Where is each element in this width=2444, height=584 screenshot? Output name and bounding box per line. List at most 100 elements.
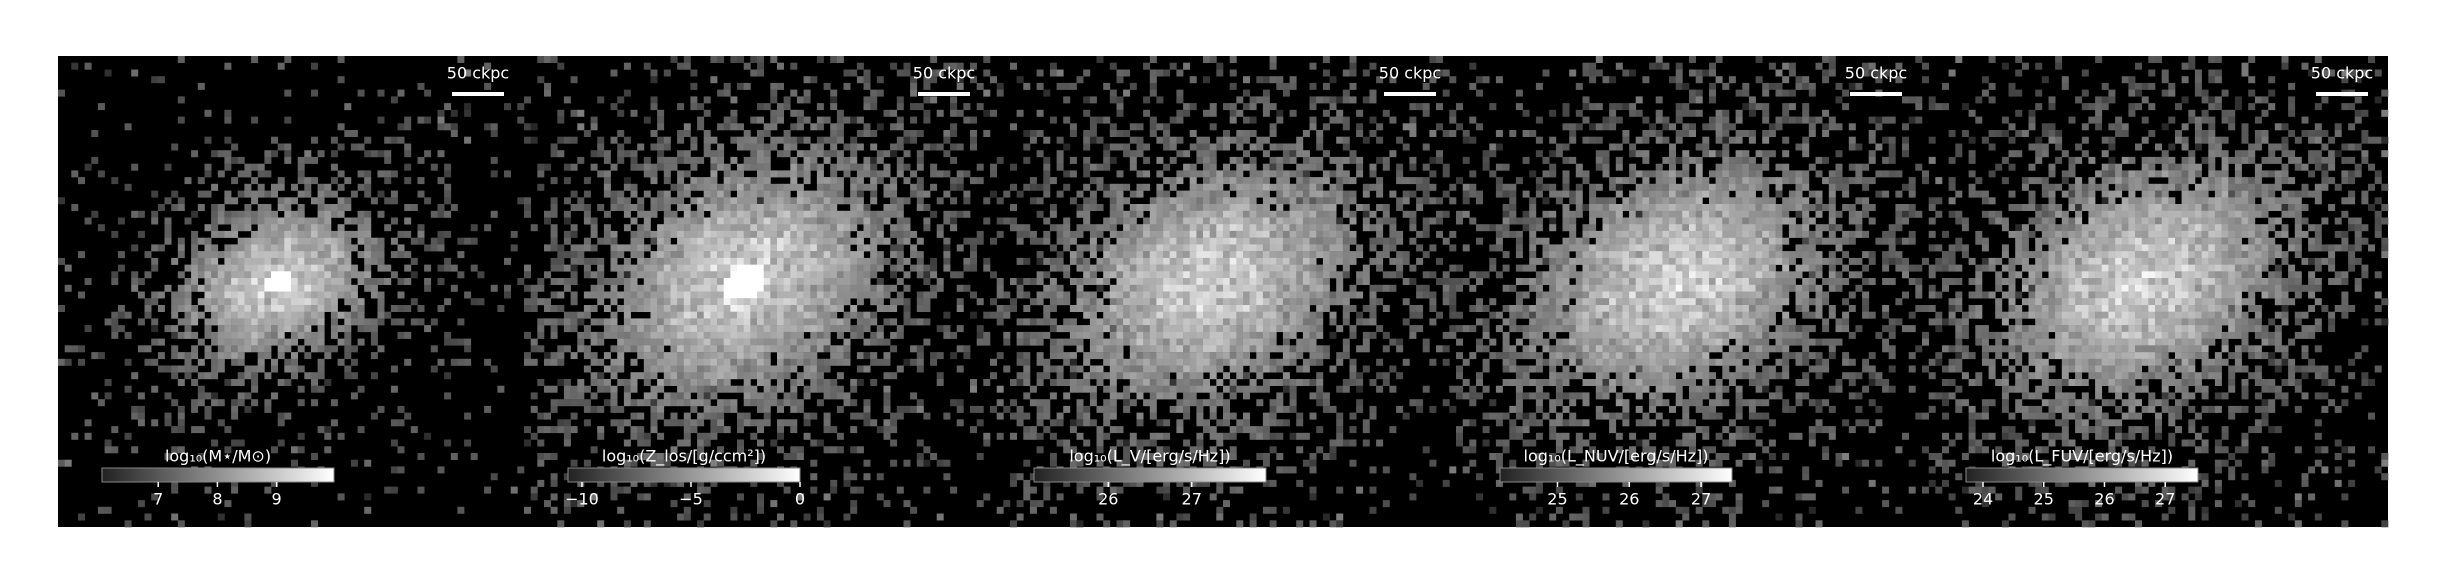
image-pixel [284, 325, 292, 333]
image-pixel [890, 264, 898, 272]
image-pixel [916, 305, 924, 312]
image-pixel [1302, 217, 1310, 225]
image-pixel [1116, 291, 1124, 299]
image-pixel [1229, 298, 1237, 306]
image-pixel [517, 278, 525, 285]
image-pixel [803, 156, 811, 164]
image-pixel [750, 204, 758, 211]
image-pixel [830, 89, 838, 97]
image-pixel [1289, 183, 1297, 191]
image-pixel [923, 143, 931, 151]
image-pixel [1163, 69, 1171, 77]
image-pixel [1196, 305, 1204, 312]
image-pixel [1036, 291, 1044, 299]
image-pixel [963, 69, 971, 77]
image-pixel [364, 150, 372, 158]
image-pixel [1296, 244, 1304, 252]
image-pixel [284, 264, 292, 272]
image-pixel [370, 257, 378, 265]
image-pixel [1396, 230, 1404, 238]
image-pixel [770, 190, 778, 198]
image-pixel [1422, 284, 1430, 292]
image-pixel [770, 318, 778, 326]
image-pixel [803, 352, 811, 360]
image-pixel [876, 89, 884, 97]
image-pixel [610, 399, 618, 407]
image-pixel [777, 210, 784, 218]
image-pixel [970, 257, 977, 265]
image-pixel [1129, 190, 1137, 198]
image-pixel [1243, 244, 1250, 252]
image-pixel [936, 459, 944, 467]
image-pixel [311, 230, 318, 238]
image-pixel [1282, 89, 1290, 97]
image-pixel [337, 237, 345, 245]
image-pixel [743, 298, 751, 306]
image-pixel [557, 318, 565, 326]
image-pixel [1442, 210, 1450, 218]
image-pixel [836, 56, 844, 63]
image-pixel [171, 446, 179, 454]
image-pixel [703, 365, 711, 373]
image-pixel [723, 365, 731, 373]
image-pixel [1116, 305, 1124, 312]
image-pixel [663, 365, 671, 373]
image-pixel [1429, 305, 1437, 312]
image-pixel [743, 271, 751, 279]
image-pixel [597, 298, 605, 306]
image-pixel [903, 358, 911, 366]
image-pixel [550, 224, 558, 232]
image-pixel [1309, 251, 1317, 259]
image-pixel [311, 311, 318, 319]
image-pixel [650, 163, 658, 171]
image-pixel [1136, 298, 1144, 306]
image-pixel [730, 372, 738, 380]
image-pixel [643, 284, 651, 292]
image-pixel [916, 365, 924, 373]
image-pixel [703, 150, 711, 158]
image-pixel [836, 150, 844, 158]
image-pixel [816, 318, 824, 326]
image-pixel [537, 325, 545, 333]
image-pixel [1209, 264, 1217, 272]
image-pixel [910, 130, 918, 137]
image-pixel [710, 284, 718, 292]
image-pixel [1382, 204, 1390, 211]
image-pixel [1256, 96, 1264, 104]
image-pixel [763, 331, 771, 339]
image-pixel [870, 143, 878, 151]
image-pixel [810, 305, 818, 312]
image-pixel [1010, 183, 1017, 191]
image-pixel [1189, 251, 1197, 259]
image-pixel [1036, 82, 1044, 90]
image-pixel [670, 278, 678, 285]
image-pixel [1236, 305, 1244, 312]
image-pixel [597, 136, 605, 144]
image-pixel [823, 210, 831, 218]
image-pixel [810, 163, 818, 171]
image-pixel [437, 230, 445, 238]
image-pixel [643, 453, 651, 460]
image-pixel [1096, 230, 1104, 238]
image-pixel [1156, 183, 1164, 191]
image-pixel [830, 197, 838, 205]
image-pixel [663, 358, 671, 366]
image-pixel [843, 257, 851, 265]
image-pixel [1149, 237, 1157, 245]
image-pixel [936, 230, 944, 238]
image-pixel [311, 251, 318, 259]
image-pixel [1196, 136, 1204, 144]
image-pixel [1249, 170, 1257, 178]
image-pixel [1196, 311, 1204, 319]
image-pixel [836, 224, 844, 232]
image-pixel [184, 358, 192, 366]
image-pixel [1289, 143, 1297, 151]
image-pixel [670, 217, 678, 225]
image-pixel [757, 271, 764, 279]
image-pixel [683, 244, 691, 252]
image-pixel [763, 170, 771, 178]
image-pixel [796, 230, 804, 238]
image-pixel [1216, 224, 1224, 232]
image-pixel [1256, 170, 1264, 178]
image-pixel [1143, 264, 1151, 272]
